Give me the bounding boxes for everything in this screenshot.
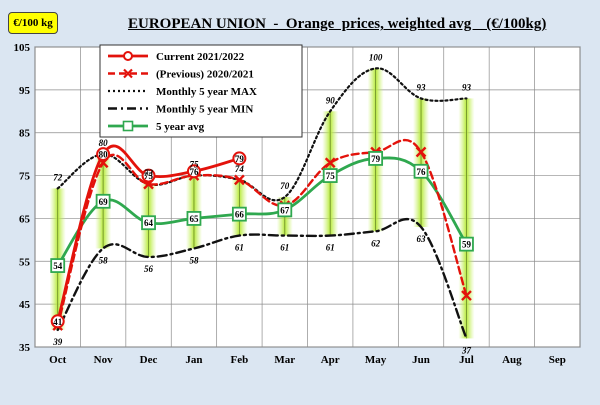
data-label: 93 xyxy=(417,82,427,92)
data-marker xyxy=(277,202,293,218)
data-marker xyxy=(186,211,202,226)
data-label: 79 xyxy=(371,154,381,164)
data-label: 61 xyxy=(280,243,289,253)
data-label: 80 xyxy=(99,150,109,160)
legend-label: (Previous) 2020/2021 xyxy=(156,69,254,81)
data-marker xyxy=(141,215,156,231)
data-label: 76 xyxy=(417,167,427,177)
data-label: 90 xyxy=(326,95,336,105)
data-label: 61 xyxy=(326,243,335,253)
data-label: 64 xyxy=(144,218,154,228)
data-marker xyxy=(459,236,474,252)
data-label: 75 xyxy=(144,171,154,181)
data-label: 37 xyxy=(461,345,472,355)
y-tick-label: 55 xyxy=(19,256,31,268)
data-label: 74 xyxy=(235,164,245,174)
series-line xyxy=(56,218,468,340)
data-marker xyxy=(368,151,384,166)
data-label: 39 xyxy=(52,337,63,347)
y-tick-label: 65 xyxy=(19,213,31,225)
data-marker xyxy=(186,164,201,179)
data-label: 79 xyxy=(235,154,245,164)
x-tick-label: Nov xyxy=(94,354,113,366)
y-tick-label: 45 xyxy=(19,299,31,311)
x-tick-label: Aug xyxy=(502,354,522,366)
legend-marker xyxy=(123,68,133,79)
data-marker xyxy=(415,146,427,158)
data-marker xyxy=(50,314,65,329)
data-marker xyxy=(234,174,245,186)
data-label: 73 xyxy=(144,168,154,178)
x-tick-label: Oct xyxy=(49,354,66,366)
data-marker xyxy=(141,168,156,183)
y-tick-label: 105 xyxy=(14,42,31,54)
data-label: 93 xyxy=(462,82,472,92)
y-tick-label: 85 xyxy=(19,128,31,140)
x-tick-label: Jun xyxy=(412,354,430,366)
data-label: 59 xyxy=(462,240,472,250)
data-marker xyxy=(96,147,111,162)
data-marker xyxy=(461,290,472,301)
data-label: 56 xyxy=(144,264,154,274)
y-tick-label: 75 xyxy=(19,171,31,183)
y-tick-label: 35 xyxy=(19,342,31,354)
data-label: 54 xyxy=(53,261,63,271)
data-marker xyxy=(50,258,66,273)
data-label: 62 xyxy=(371,238,381,248)
data-label: 100 xyxy=(369,52,383,62)
series-line xyxy=(56,156,468,267)
data-marker xyxy=(231,206,247,222)
data-label: 58 xyxy=(99,255,109,265)
x-tick-label: Jan xyxy=(185,354,202,366)
data-marker xyxy=(95,193,111,209)
x-tick-label: Apr xyxy=(321,354,340,366)
chart-title: EUROPEAN UNION - Orange prices, weighted… xyxy=(128,16,547,32)
x-tick-label: Feb xyxy=(231,354,249,366)
legend-marker xyxy=(122,120,134,132)
data-label: 58 xyxy=(189,255,199,265)
x-tick-label: Sep xyxy=(549,354,566,366)
data-marker xyxy=(232,151,247,166)
legend-label: 5 year avg xyxy=(156,121,205,133)
data-marker xyxy=(413,163,429,179)
unit-badge: €/100 kg xyxy=(8,12,58,34)
data-label: 67 xyxy=(280,205,290,215)
data-marker xyxy=(324,157,336,169)
x-tick-label: Jul xyxy=(459,354,474,366)
legend-label: Monthly 5 year MAX xyxy=(156,86,257,98)
data-label: 76 xyxy=(189,167,199,177)
legend-label: Current 2021/2022 xyxy=(156,51,245,63)
x-tick-label: Dec xyxy=(140,354,158,366)
data-label: 80 xyxy=(99,138,109,148)
x-tick-label: May xyxy=(365,354,387,366)
legend-marker xyxy=(123,51,133,61)
data-label: 41 xyxy=(53,317,63,327)
data-label: 75 xyxy=(189,160,199,170)
data-marker xyxy=(322,168,338,183)
data-label: 75 xyxy=(326,171,336,181)
data-label: 65 xyxy=(189,214,199,224)
data-label: 69 xyxy=(99,197,109,207)
data-label: 61 xyxy=(235,243,244,253)
data-label: 72 xyxy=(53,172,63,182)
legend-label: Monthly 5 year MIN xyxy=(156,104,253,116)
data-label: 70 xyxy=(280,181,290,191)
x-tick-label: Mar xyxy=(274,354,295,366)
y-tick-label: 95 xyxy=(19,85,31,97)
data-label: 63 xyxy=(417,234,427,244)
data-label: 66 xyxy=(235,210,245,220)
series-line xyxy=(56,67,468,202)
